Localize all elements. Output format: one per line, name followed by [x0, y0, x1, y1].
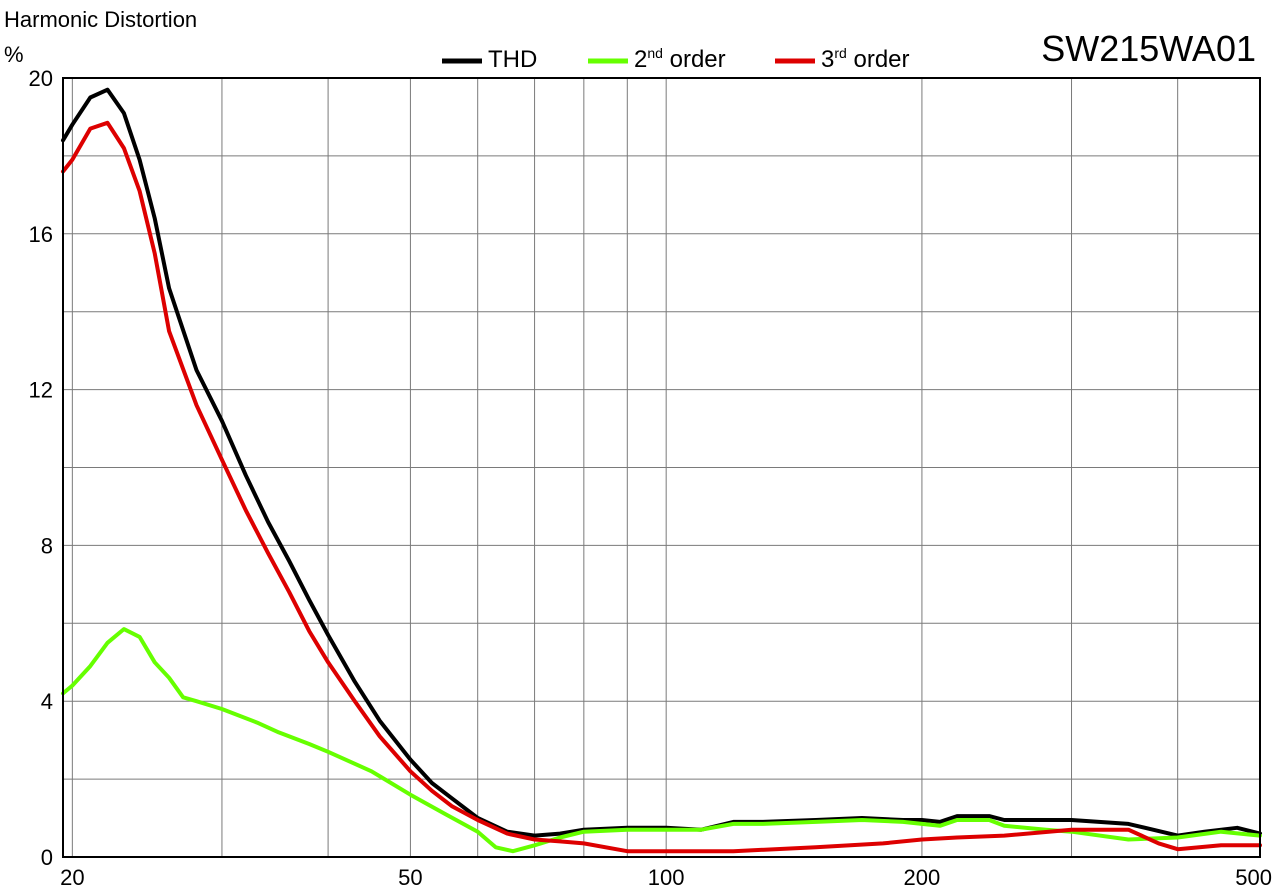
series-line-3rd — [61, 120, 1262, 854]
x-tick-label: 50 — [398, 865, 422, 890]
series-lines — [61, 87, 1262, 854]
y-tick-label: 20 — [29, 66, 53, 91]
model-label: SW215WA01 — [1041, 28, 1256, 69]
x-tick-label: 100 — [648, 865, 685, 890]
legend-label: THD — [488, 46, 537, 73]
chart-title: Harmonic Distortion — [4, 7, 197, 32]
plot-frame — [62, 77, 1261, 858]
y-tick-label: 12 — [29, 378, 53, 403]
legend-label: 2nd order — [634, 45, 726, 73]
x-tick-label: 500 — [1235, 865, 1272, 890]
y-axis-unit-label: % — [4, 42, 24, 67]
y-tick-label: 16 — [29, 222, 53, 247]
legend: THD 2nd order 3rd order — [442, 45, 910, 73]
y-axis-ticks: 0 4 8 12 16 20 — [29, 66, 53, 870]
y-tick-label: 4 — [41, 689, 53, 714]
x-tick-label: 20 — [60, 865, 84, 890]
series-line-thd — [61, 87, 1262, 838]
y-tick-label: 8 — [41, 533, 53, 558]
x-tick-label: 200 — [904, 865, 941, 890]
x-axis-ticks: 20 50 100 200 500 — [60, 865, 1272, 890]
y-tick-label: 0 — [41, 845, 53, 870]
grid — [63, 77, 1261, 858]
series-line-2nd — [61, 627, 1262, 854]
legend-label: 3rd order — [821, 45, 910, 73]
